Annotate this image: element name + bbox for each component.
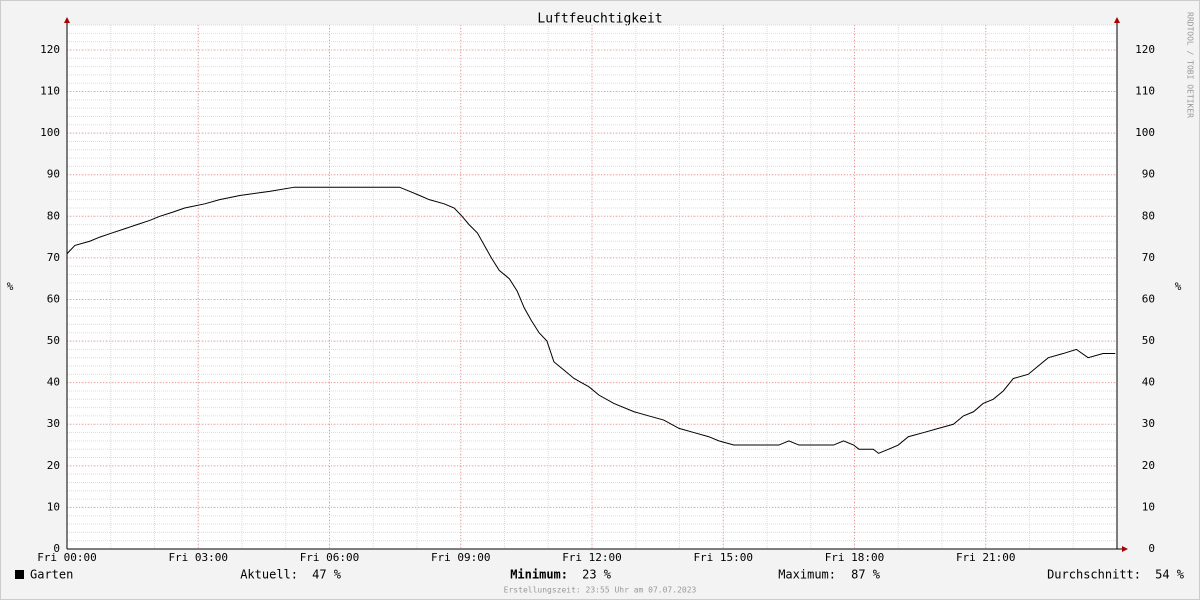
stat-value: 23 % (582, 568, 612, 582)
arrow (1114, 17, 1120, 23)
arrow (64, 17, 70, 23)
legend-label: Garten (30, 568, 73, 582)
y-tick-label: 90 (47, 168, 60, 181)
y-tick-label: 20 (47, 459, 60, 472)
footer: Erstellungszeit: 23:55 Uhr am 07.07.2023 (504, 586, 697, 595)
x-tick-label: Fri 09:00 (431, 551, 491, 564)
y-tick-label-right: 90 (1142, 168, 1155, 181)
y-tick-label: 110 (40, 85, 60, 98)
y-tick-label: 120 (40, 43, 60, 56)
watermark: RRDTOOL / TOBI OETIKER (1186, 12, 1195, 118)
stat-value: 87 % (851, 568, 881, 582)
x-tick-label: Fri 18:00 (825, 551, 885, 564)
y-tick-label-right: 120 (1135, 43, 1155, 56)
y-tick-label-right: 60 (1142, 292, 1155, 305)
chart-title: Luftfeuchtigkeit (537, 12, 662, 27)
stat-label: Minimum: (510, 568, 568, 582)
y-tick-label-right: 50 (1142, 334, 1155, 347)
x-tick-label: Fri 06:00 (300, 551, 360, 564)
stat-label: Aktuell: (240, 568, 298, 582)
arrow (1122, 546, 1128, 552)
data-line (66, 186, 1116, 454)
y-tick-label: 80 (47, 209, 60, 222)
x-tick-label: Fri 15:00 (693, 551, 753, 564)
y-tick-label: 70 (47, 251, 60, 264)
y-axis-label-right: % (1175, 280, 1182, 293)
y-tick-label: 100 (40, 126, 60, 139)
stat-label: Durchschnitt: (1047, 568, 1141, 582)
y-tick-label-right: 20 (1142, 459, 1155, 472)
y-tick-label-right: 110 (1135, 85, 1155, 98)
stat-value: 54 % (1155, 568, 1185, 582)
y-tick-label-right: 0 (1148, 542, 1155, 555)
y-tick-label-right: 40 (1142, 376, 1155, 389)
y-tick-label-right: 10 (1142, 500, 1155, 513)
y-tick-label: 10 (47, 500, 60, 513)
stat-value: 47 % (312, 568, 342, 582)
y-tick-label-right: 80 (1142, 209, 1155, 222)
y-tick-label: 50 (47, 334, 60, 347)
x-tick-label: Fri 21:00 (956, 551, 1016, 564)
y-tick-label-right: 70 (1142, 251, 1155, 264)
y-tick-label-right: 30 (1142, 417, 1155, 430)
y-tick-label: 60 (47, 292, 60, 305)
x-tick-label: Fri 00:00 (37, 551, 97, 564)
y-tick-label: 0 (53, 542, 60, 555)
stat-label: Maximum: (778, 568, 836, 582)
x-tick-label: Fri 12:00 (562, 551, 622, 564)
x-tick-label: Fri 03:00 (168, 551, 228, 564)
y-axis-label: % (7, 280, 14, 293)
legend-swatch (15, 570, 24, 579)
y-tick-label: 40 (47, 376, 60, 389)
y-tick-label: 30 (47, 417, 60, 430)
y-tick-label-right: 100 (1135, 126, 1155, 139)
